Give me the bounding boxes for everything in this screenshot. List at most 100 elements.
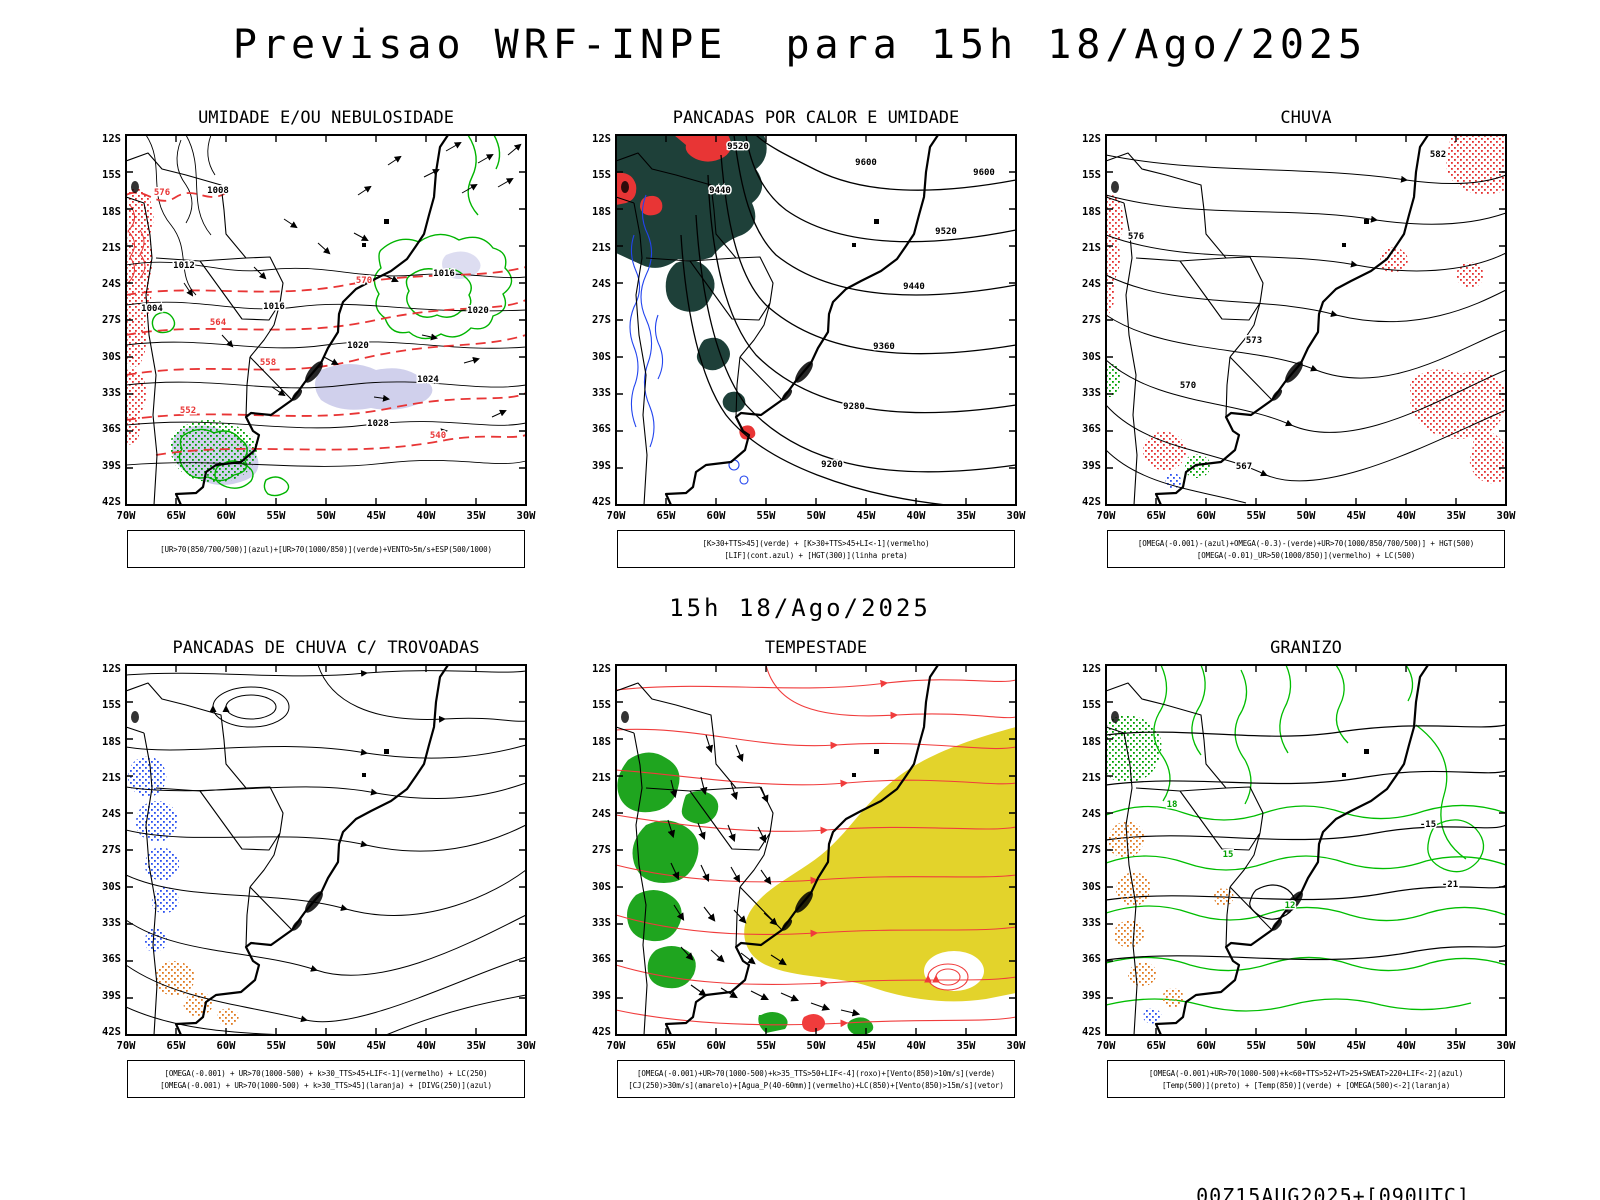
svg-text:18: 18: [1167, 800, 1178, 810]
lat-tick-label: 15S: [1082, 169, 1101, 182]
map-canvas-pancadas-trovoadas: [125, 664, 527, 1036]
lat-tick-label: 24S: [1082, 808, 1101, 821]
lon-tick-label: 70W: [1096, 510, 1116, 522]
lon-axis: 70W 65W 60W 55W 50W 45W 40W 35W 30W: [604, 510, 1028, 522]
lon-axis: 70W 65W 60W 55W 50W 45W 40W 35W 30W: [114, 1040, 538, 1052]
lat-tick-label: 18S: [1082, 735, 1101, 748]
lat-axis: 12S 15S 18S 21S 24S 27S 30S 33S 36S 39S 42S: [90, 134, 125, 508]
panel-pancadas-trovoadas: PANCADAS DE CHUVA C/ TROVOADAS 12S 15S 18S…: [90, 638, 535, 1098]
lat-tick-label: 33S: [1082, 917, 1101, 930]
lon-tick-label: 65W: [166, 1040, 186, 1052]
lat-tick-label: 18S: [592, 735, 611, 748]
map-canvas-pancadas-calor: 9600 9600 9520 9520 9440 9440 9360 9280 …: [615, 134, 1017, 506]
lat-tick-label: 24S: [592, 808, 611, 821]
map-canvas-tempestade: [615, 664, 1017, 1036]
svg-text:1020: 1020: [467, 306, 489, 316]
lon-tick-label: 45W: [1346, 1040, 1366, 1052]
lon-tick-label: 35W: [1446, 1040, 1466, 1052]
lat-tick-label: 24S: [102, 808, 121, 821]
lat-tick-label: 33S: [1082, 387, 1101, 400]
divergence-blue-speckles: [128, 756, 180, 952]
panel-tempestade: TEMPESTADE 12S 15S 18S 21S 24S 27S 30S 33S 36S 39…: [580, 638, 1025, 1098]
lat-tick-label: 21S: [592, 241, 611, 254]
legend-box-chuva: [OMEGA(-0.001)-(azul)+OMEGA(-0.3)-(verde…: [1107, 530, 1505, 568]
lat-tick-label: 39S: [592, 459, 611, 472]
row-bottom: PANCADAS DE CHUVA C/ TROVOADAS 12S 15S 18S…: [0, 638, 1600, 1098]
svg-text:9200: 9200: [821, 460, 843, 470]
lat-tick-label: 39S: [1082, 459, 1101, 472]
svg-text:9520: 9520: [935, 227, 957, 237]
legend-line: [UR>70(850/700/500)](azul)+[UR>70(1000/8…: [160, 544, 492, 554]
lon-tick-label: 30W: [516, 1040, 536, 1052]
legend-line: [OMEGA(-0.001) + UR>70(1000-500) + k>30_…: [164, 1068, 488, 1078]
lon-tick-label: 50W: [1296, 510, 1316, 522]
temp500-black-contours: [1105, 724, 1507, 961]
green-patches: [1106, 364, 1211, 478]
contour-labels: -15 -21 18 15 12: [1165, 799, 1460, 913]
lon-tick-label: 45W: [1346, 510, 1366, 522]
svg-text:1012: 1012: [173, 261, 195, 271]
svg-text:-21: -21: [1442, 880, 1458, 890]
lat-tick-label: 15S: [592, 699, 611, 712]
map-pancadas-trovoadas: [125, 664, 527, 1036]
lon-tick-label: 45W: [856, 1040, 876, 1052]
legend-line: [OMEGA(-0.01)_UR>50(1000/850)](vermelho)…: [1196, 550, 1416, 560]
lat-tick-label: 21S: [102, 771, 121, 784]
lon-tick-label: 55W: [266, 1040, 286, 1052]
lat-tick-label: 42S: [592, 1025, 611, 1038]
map-canvas-chuva: 582 576 573 570 567: [1105, 134, 1507, 506]
panel-title-umidade: UMIDADE E/OU NEBULOSIDADE: [198, 108, 454, 128]
panel-pancadas-calor: PANCADAS POR CALOR E UMIDADE 12S 15S 18S 21…: [580, 108, 1025, 568]
panel-title-chuva: CHUVA: [1280, 108, 1332, 128]
lon-axis: 70W 65W 60W 55W 50W 45W 40W 35W 30W: [1094, 510, 1518, 522]
lon-tick-label: 65W: [1146, 1040, 1166, 1052]
lon-tick-label: 55W: [1246, 1040, 1266, 1052]
lon-tick-label: 65W: [656, 1040, 676, 1052]
lat-tick-label: 24S: [592, 278, 611, 291]
svg-text:573: 573: [1246, 336, 1262, 346]
svg-text:9440: 9440: [709, 186, 731, 196]
lat-tick-label: 39S: [592, 989, 611, 1002]
svg-text:15: 15: [1223, 850, 1234, 860]
blue-speckle-patch: [1143, 1008, 1162, 1024]
legend-line: [OMEGA(-0.001)+UR>70(1000-500)+k>35_TTS>…: [637, 1068, 995, 1078]
lon-tick-label: 35W: [1446, 510, 1466, 522]
lat-tick-label: 42S: [102, 495, 121, 508]
omega-orange-speckles: [1108, 821, 1234, 1008]
lon-tick-label: 60W: [706, 1040, 726, 1052]
lon-tick-label: 30W: [516, 510, 536, 522]
lon-tick-label: 65W: [1146, 510, 1166, 522]
map-chuva: 582 576 573 570 567: [1105, 134, 1507, 506]
lat-tick-label: 27S: [102, 314, 121, 327]
mid-caption: 15h 18/Ago/2025: [669, 594, 931, 622]
wind850-green-areas: [617, 752, 874, 1036]
svg-text:9360: 9360: [873, 342, 895, 352]
lon-tick-label: 35W: [466, 1040, 486, 1052]
lat-tick-label: 12S: [1082, 663, 1101, 675]
lat-tick-label: 27S: [1082, 844, 1101, 857]
lat-tick-label: 15S: [592, 169, 611, 182]
lat-axis: 12S 15S 18S 21S 24S 27S 30S 33S 36S 39S 42S: [580, 134, 615, 508]
lon-axis: 70W 65W 60W 55W 50W 45W 40W 35W 30W: [1094, 1040, 1518, 1052]
lat-tick-label: 21S: [592, 771, 611, 784]
lon-tick-label: 70W: [116, 1040, 136, 1052]
map-pancadas-calor: 9600 9600 9520 9520 9440 9440 9360 9280 …: [615, 134, 1017, 506]
convective-area-fills: [616, 135, 767, 440]
lat-tick-label: 15S: [1082, 699, 1101, 712]
legend-line: [K>30+TTS>45](verde) + [K>30+TTS>45+LI<-…: [702, 538, 930, 548]
lat-tick-label: 21S: [1082, 771, 1101, 784]
lat-tick-label: 18S: [102, 205, 121, 218]
lon-tick-label: 70W: [116, 510, 136, 522]
lon-tick-label: 60W: [1196, 1040, 1216, 1052]
lat-tick-label: 33S: [592, 917, 611, 930]
lon-axis: 70W 65W 60W 55W 50W 45W 40W 35W 30W: [604, 1040, 1028, 1052]
svg-text:1024: 1024: [417, 375, 439, 385]
svg-text:570: 570: [356, 276, 372, 286]
panel-chuva: CHUVA 12S 15S 18S 21S 24S 27S 30S 33S 36S 39S 42S: [1070, 108, 1515, 568]
lon-tick-label: 30W: [1006, 1040, 1026, 1052]
lon-tick-label: 35W: [466, 510, 486, 522]
lat-tick-label: 27S: [592, 844, 611, 857]
lat-tick-label: 39S: [102, 459, 121, 472]
legend-line: [OMEGA(-0.001)+UR>70(1000-500)+k<60+TTS>…: [1148, 1068, 1464, 1078]
legend-line: [CJ(250)>30m/s](amarelo)+[Agua_P(40-60mm…: [628, 1080, 1004, 1090]
